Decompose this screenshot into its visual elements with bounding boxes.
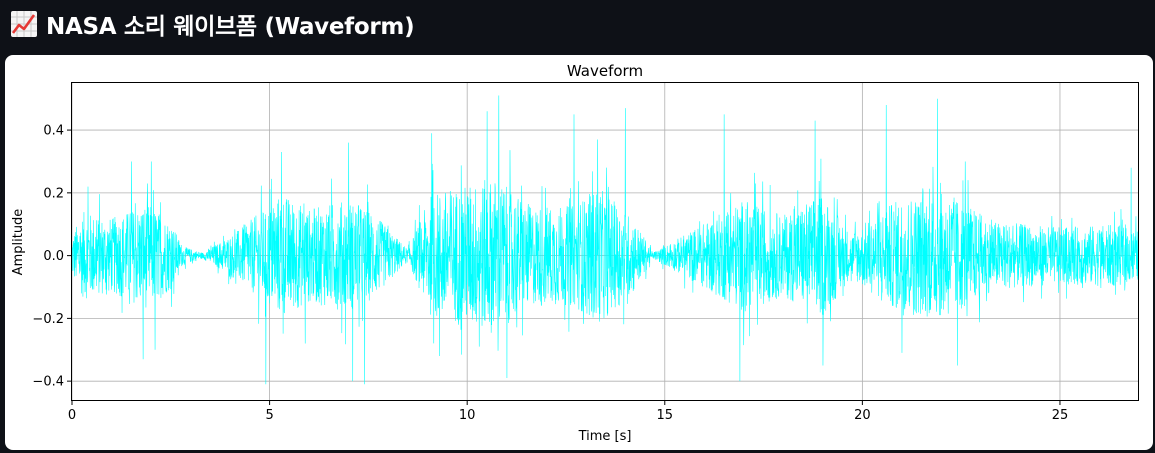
chart-card: Waveform 0 5 10 15 20 25 −0.4 −0.2 0.0 0.2 0.4 Tim…	[5, 55, 1153, 450]
plot-frame	[71, 82, 1139, 401]
y-tick-label: 0.0	[43, 249, 64, 264]
x-tick-label: 5	[265, 408, 273, 423]
axis-ticks: 0 5 10 15 20 25 −0.4 −0.2 0.0 0.2 0.4	[32, 124, 1068, 423]
page-header: NASA 소리 웨이브폼 (Waveform)	[10, 4, 415, 44]
chart-increasing-icon	[11, 11, 37, 37]
y-tick-label: −0.2	[32, 312, 64, 327]
waveform-line	[72, 95, 1139, 385]
y-tick-label: −0.4	[32, 375, 64, 390]
page-title: NASA 소리 웨이브폼 (Waveform)	[46, 14, 415, 40]
y-axis-label: Amplitude	[11, 209, 26, 276]
chart-title: Waveform	[567, 62, 643, 80]
y-tick-label: 0.2	[43, 186, 64, 201]
waveform-chart: Waveform 0 5 10 15 20 25 −0.4 −0.2 0.0 0.2 0.4 Tim…	[11, 62, 1139, 444]
x-axis-label: Time [s]	[578, 429, 632, 444]
x-tick-label: 25	[1052, 408, 1069, 423]
x-tick-label: 0	[68, 408, 76, 423]
x-tick-label: 10	[459, 408, 476, 423]
x-tick-label: 20	[854, 408, 871, 423]
y-tick-label: 0.4	[43, 124, 64, 139]
x-tick-label: 15	[657, 408, 674, 423]
